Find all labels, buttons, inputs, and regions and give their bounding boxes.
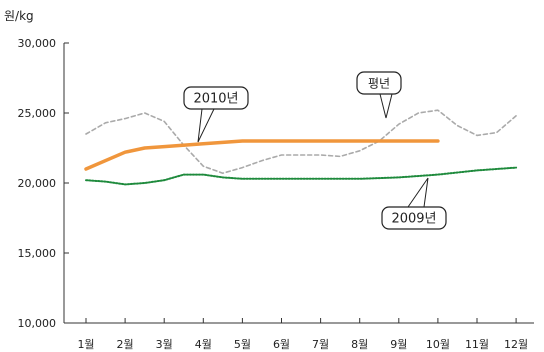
x-tick-label: 7월 [312,338,329,351]
callout-box [183,86,249,110]
x-tick-label: 3월 [156,338,173,351]
x-tick-label: 11월 [465,338,489,351]
x-tick-label: 4월 [195,338,212,351]
callout-box [381,206,447,230]
series-line [85,166,518,186]
y-tick-label: 25,000 [18,107,57,120]
x-tick-label: 9월 [390,338,407,351]
series-line [85,109,517,174]
series-callout: 평년 [356,71,402,119]
callout-box [356,71,402,95]
axes: 10,000 15,000 20,000 25,000 30,000 원/kg 1월 2월 3월… [4,9,534,351]
series-label: 평년 [368,76,390,90]
series-callout: 2010년 [183,86,249,143]
y-tick-label: 15,000 [18,247,57,260]
x-tick-label: 6월 [273,338,290,351]
x-tick-label: 8월 [351,338,368,351]
series-label: 2009년 [391,212,436,227]
x-tick-label: 10월 [426,338,450,351]
x-tick-label: 1월 [77,338,94,351]
x-tick-label: 5월 [234,338,251,351]
series-layer [84,109,518,186]
callouts: 평년 2010년 2009년 [183,71,447,230]
y-tick-label: 30,000 [18,37,57,50]
x-tick-label: 2월 [117,338,134,351]
series-callout: 2009년 [381,177,447,230]
series-line [84,139,440,171]
y-tick-label: 20,000 [18,177,57,190]
y-axis-unit-label: 원/kg [4,9,34,23]
x-tick-label: 12월 [504,338,528,351]
callout-pointer [379,93,393,119]
callout-pointer [197,108,215,143]
y-tick-label: 10,000 [18,317,57,330]
series-label: 2010년 [193,92,238,107]
callout-pointer [407,177,429,208]
